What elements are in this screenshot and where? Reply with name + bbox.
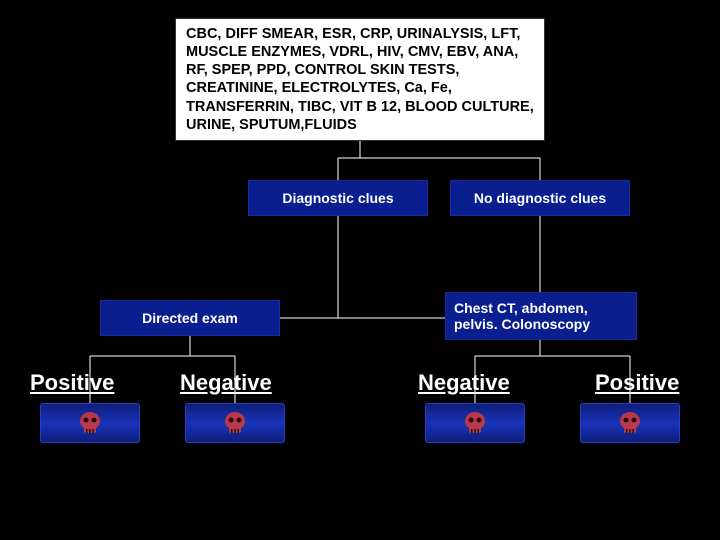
skull-icon bbox=[462, 411, 488, 435]
root-tests-box: CBC, DIFF SMEAR, ESR, CRP, URINALYSIS, L… bbox=[175, 18, 545, 141]
root-tests-text: CBC, DIFF SMEAR, ESR, CRP, URINALYSIS, L… bbox=[186, 26, 534, 133]
diagnostic-clues-text: Diagnostic clues bbox=[282, 190, 393, 206]
skull-icon bbox=[617, 411, 643, 435]
directed-exam-box: Directed exam bbox=[100, 300, 280, 336]
positive-right-label: Positive bbox=[595, 370, 679, 396]
negative-right-label: Negative bbox=[418, 370, 510, 396]
skull-icon bbox=[222, 411, 248, 435]
no-diagnostic-clues-box: No diagnostic clues bbox=[450, 180, 630, 216]
ct-scan-text: Chest CT, abdomen, pelvis. Colonoscopy bbox=[454, 300, 628, 332]
negative-left-label: Negative bbox=[180, 370, 272, 396]
result-box-4 bbox=[580, 403, 680, 443]
ct-scan-box: Chest CT, abdomen, pelvis. Colonoscopy bbox=[445, 292, 637, 340]
directed-exam-text: Directed exam bbox=[142, 310, 238, 326]
no-diagnostic-clues-text: No diagnostic clues bbox=[474, 190, 606, 206]
result-box-2 bbox=[185, 403, 285, 443]
positive-left-label: Positive bbox=[30, 370, 114, 396]
result-box-1 bbox=[40, 403, 140, 443]
result-box-3 bbox=[425, 403, 525, 443]
skull-icon bbox=[77, 411, 103, 435]
diagnostic-clues-box: Diagnostic clues bbox=[248, 180, 428, 216]
